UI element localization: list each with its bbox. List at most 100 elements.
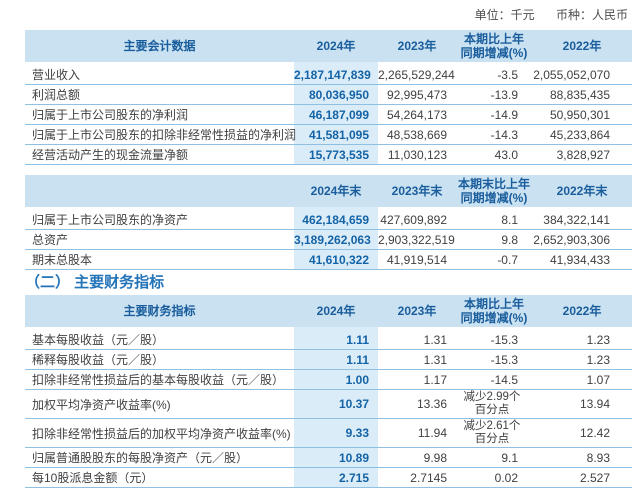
value-cell: 427,609,892 [380,212,447,227]
value-cell: 2,187,147,839 [294,67,371,82]
row-label: 归属普通股股东的每股净资产（元／股） [32,451,249,465]
value-cell: 2.527 [579,470,610,485]
row-label: 经营活动产生的现金流量净额 [32,148,189,162]
table-row: 期末总股本 41,610,322 41,919,514 -0.7 41,934,433 [25,250,632,270]
value-cell: 2.715 [338,470,369,485]
value-cell: -15.3 [490,352,518,367]
value-cell: -13.9 [490,87,518,102]
value-cell: 50,950,301 [549,107,610,122]
table-row: 归属于上市公司股东的扣除非经常性损益的净利润 41,581,095 48,538,6… [25,125,632,145]
column-header: 2024年末 [310,183,362,198]
value-cell: 2,652,903,306 [533,232,610,247]
column-header: 2023年 [397,303,437,318]
column-header: 2023年 [397,38,437,53]
row-label: 扣除非经常性损益后的基本每股收益（元／股） [32,373,285,387]
row-label: 总资产 [32,233,69,247]
value-cell: 2,055,052,070 [533,67,610,82]
section-title: （二） 主要财务指标 [25,274,165,291]
row-label: 期末总股本 [32,253,93,267]
table-row: 扣除非经常性损益后的加权平均净资产收益率(%) 9.33 11.94 减少2.61个 … [25,419,632,448]
value-cell: 10.37 [338,397,369,411]
table-row: 归属于上市公司股东的净利润 46,187,099 54,264,173 -14.9 50… [25,105,632,125]
column-header: 2022年末 [556,183,608,198]
value-cell: 1.11 [346,352,369,367]
value-cell: 13.36 [416,397,447,411]
table-row: 营业收入 2,187,147,839 2,265,529,244 -3.5 2,055,… [25,65,632,85]
value-cell: 80,036,950 [308,87,369,102]
table-body: 归属于上市公司股东的净资产 462,184,659 427,609,892 8.1 38… [25,207,632,270]
column-header: 2022年 [562,303,602,318]
value-cell: 1.00 [345,372,369,387]
table-row: 稀释每股收益（元／股） 1.11 1.31 -15.3 1.23 [25,350,632,370]
value-cell: 8.93 [586,450,610,465]
value-cell: 3,189,262,063 [294,232,371,247]
value-cell: 11,030,123 [387,147,447,162]
row-label: 稀释每股收益（元／股） [32,353,165,367]
value-cell: -15.3 [490,332,518,347]
value-cell: 1.23 [586,352,610,367]
value-cell: 41,919,514 [386,252,447,267]
table-row: 基本每股收益（元／股） 1.11 1.31 -15.3 1.23 [25,330,632,350]
table-header-row: 主要会计数据 2024年 2023年 本期比上年 同期增减(%) 2022年 [25,30,632,62]
value-cell: 384,322,141 [543,212,610,227]
value-cell: 12.42 [579,426,610,440]
row-label: 利润总额 [32,88,81,102]
value-cell: 2,265,529,244 [378,67,455,82]
unit-line: 单位：千元 币种：人民币 [0,0,640,22]
column-header: 2023年末 [391,183,443,198]
column-header: 主要会计数据 [123,38,196,53]
value-cell: 15,773,535 [308,147,369,162]
column-header: 本期比上年 同期增减(%) [460,31,528,60]
table-row: 利润总额 80,036,950 92,995,473 -13.9 88,835,435 [25,85,632,105]
value-cell: 9.8 [501,232,518,247]
highlight-band-2024 [294,62,378,165]
row-label: 归属于上市公司股东的扣除非经常性损益的净利润 [32,128,297,142]
value-cell: -14.5 [490,372,518,387]
value-cell: 0.02 [494,470,518,485]
value-cell: 1.07 [586,372,610,387]
table-row: 总资产 3,189,262,063 2,903,322,519 9.8 2,652,90… [25,230,632,250]
column-header: 主要财务指标 [123,303,196,318]
column-header: 2024年 [316,38,356,53]
value-cell: 减少2.99个 百分点 [463,391,521,416]
value-cell: 1.31 [423,332,447,347]
value-cell: 54,264,173 [386,107,447,122]
key-financial-indicators-table: 主要财务指标 2024年 2023年 本期比上年 同期增减(%) 2022年 基本每股收益… [25,295,632,488]
value-cell: 45,233,864 [549,127,610,142]
value-cell: 3,828,927 [556,147,610,162]
value-cell: -14.3 [490,127,518,142]
value-cell: 9.98 [423,450,447,465]
value-cell: -3.5 [497,67,518,82]
row-label: 营业收入 [32,68,81,82]
value-cell: 88,835,435 [549,87,610,102]
value-cell: 46,187,099 [308,107,369,122]
column-header: 2022年 [562,38,602,53]
row-label: 加权平均净资产收益率(%) [32,397,171,412]
row-label: 每10股派息金额（元） [32,471,154,485]
unit-label: 单位：千元 [474,8,535,22]
value-cell: 8.1 [501,212,518,227]
currency-label: 币种：人民币 [555,8,628,22]
column-header: 2024年 [316,303,356,318]
table-row: 扣除非经常性损益后的基本每股收益（元／股） 1.00 1.17 -14.5 1.07 [25,370,632,390]
table-header-row: 2024年末 2023年末 本期末比上年 同期增减(%) 2022年末 [25,175,632,207]
value-cell: -14.9 [490,107,518,122]
table-row: 每10股派息金额（元） 2.715 2.7145 0.02 2.527 [25,468,632,488]
key-accounting-data-table: 主要会计数据 2024年 2023年 本期比上年 同期增减(%) 2022年营业收入 2,… [25,30,632,165]
value-cell: 1.17 [423,372,447,387]
value-cell: 1.23 [586,332,610,347]
row-label: 归属于上市公司股东的净利润 [32,108,189,122]
value-cell: 462,184,659 [302,212,369,227]
table-body: 营业收入 2,187,147,839 2,265,529,244 -3.5 2,055,… [25,62,632,165]
value-cell: 2.7145 [410,470,447,485]
value-cell: 41,610,322 [308,252,369,267]
period-end-data-table: 2024年末 2023年末 本期末比上年 同期增减(%) 2022年末 归属于上市公司股… [25,175,632,270]
value-cell: 41,581,095 [308,127,369,142]
value-cell: -0.7 [497,252,518,267]
row-label: 扣除非经常性损益后的加权平均净资产收益率(%) [32,426,291,441]
table-row: 归属普通股股东的每股净资产（元／股） 10.89 9.98 9.1 8.93 [25,448,632,468]
value-cell: 48,538,669 [386,127,447,142]
row-label: 归属于上市公司股东的净资产 [32,213,189,227]
value-cell: 减少2.61个 百分点 [463,420,521,445]
value-cell: 9.1 [501,450,518,465]
